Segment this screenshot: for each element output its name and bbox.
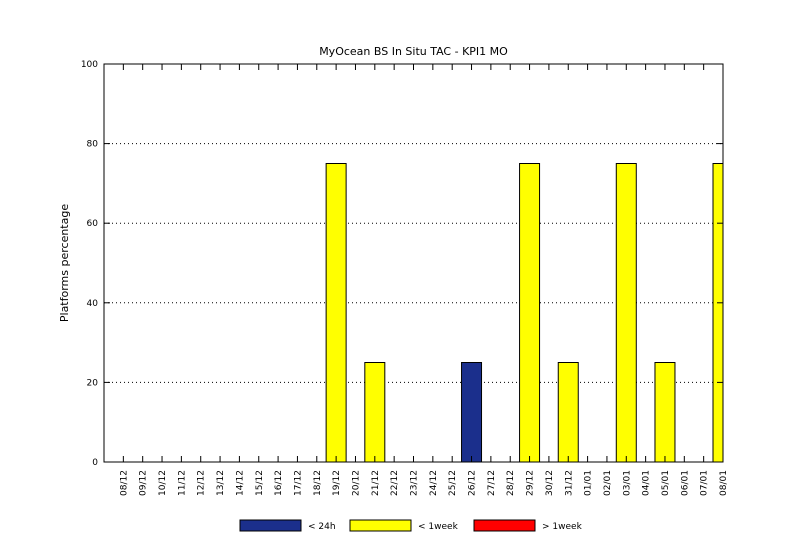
x-tick-label: 17/12 — [293, 470, 303, 496]
x-tick-label: 30/12 — [545, 470, 555, 496]
x-tick-label: 06/01 — [680, 470, 690, 496]
legend-label: > 1week — [542, 522, 583, 532]
x-tick-label: 16/12 — [274, 470, 284, 496]
x-tick-label: 03/01 — [622, 470, 632, 496]
bar-1week-03-01 — [615, 163, 637, 463]
x-tick-label: 08/12 — [119, 470, 129, 496]
x-tick-label: 29/12 — [526, 470, 536, 496]
x-tick-label: 31/12 — [564, 470, 574, 496]
x-tick-label: 08/01 — [719, 470, 729, 496]
x-tick-label: 27/12 — [487, 470, 497, 496]
legend: < 24h < 1week > 1week — [239, 519, 583, 532]
bar-1week-08-01 — [712, 163, 724, 463]
x-tick-label: 18/12 — [313, 470, 323, 496]
bar-1week-31-12 — [557, 362, 579, 463]
x-tick-label: 05/01 — [661, 470, 671, 496]
bar-1week-05-01 — [654, 362, 676, 463]
y-tick-labels: 0 20 40 60 80 100 — [81, 60, 98, 468]
x-tick-label: 01/01 — [584, 470, 594, 496]
y-tick-label: 60 — [87, 219, 99, 229]
x-tick-label: 23/12 — [410, 470, 420, 496]
x-tick-label: 22/12 — [390, 470, 400, 496]
x-tick-label: 14/12 — [235, 470, 245, 496]
legend-swatch — [239, 519, 302, 532]
legend-label: < 24h — [308, 522, 336, 532]
y-tick-label: 20 — [87, 378, 99, 388]
bar-1week-21-12 — [364, 362, 386, 463]
x-tick-label: 13/12 — [216, 470, 226, 496]
y-tick-label: 80 — [87, 140, 99, 150]
axis-ticks — [104, 63, 724, 463]
x-tick-label: 09/12 — [139, 470, 149, 496]
x-tick-label: 20/12 — [351, 470, 361, 496]
y-tick-label: 40 — [87, 299, 99, 309]
x-tick-label: 21/12 — [371, 470, 381, 496]
bar-1week-29-12 — [519, 163, 541, 463]
x-tick-label: 11/12 — [177, 470, 187, 496]
x-tick-label: 12/12 — [197, 470, 207, 496]
legend-label: < 1week — [418, 522, 459, 532]
x-tick-label: 02/01 — [603, 470, 613, 496]
x-tick-label: 15/12 — [255, 470, 265, 496]
x-tick-label: 10/12 — [158, 470, 168, 496]
bar-24h-26-12 — [461, 362, 483, 463]
x-tick-label: 07/01 — [700, 470, 710, 496]
x-tick-labels: 08/12 09/12 10/12 11/12 12/12 13/12 14/12 15/12… — [119, 470, 729, 496]
x-tick-label: 28/12 — [506, 470, 516, 496]
x-tick-label: 04/01 — [642, 470, 652, 496]
x-tick-label: 19/12 — [332, 470, 342, 496]
bar-1week-19-12 — [325, 163, 347, 463]
chart-title: MyOcean BS In Situ TAC - KPI1 MO — [319, 45, 508, 58]
legend-swatch — [473, 519, 536, 532]
x-tick-label: 25/12 — [448, 470, 458, 496]
y-tick-label: 0 — [92, 458, 98, 468]
x-tick-label: 24/12 — [429, 470, 439, 496]
bars — [325, 163, 724, 463]
y-tick-label: 100 — [81, 60, 98, 70]
x-tick-label: 26/12 — [468, 470, 478, 496]
legend-swatch — [349, 519, 412, 532]
y-axis-label: Platforms percentage — [58, 204, 71, 322]
